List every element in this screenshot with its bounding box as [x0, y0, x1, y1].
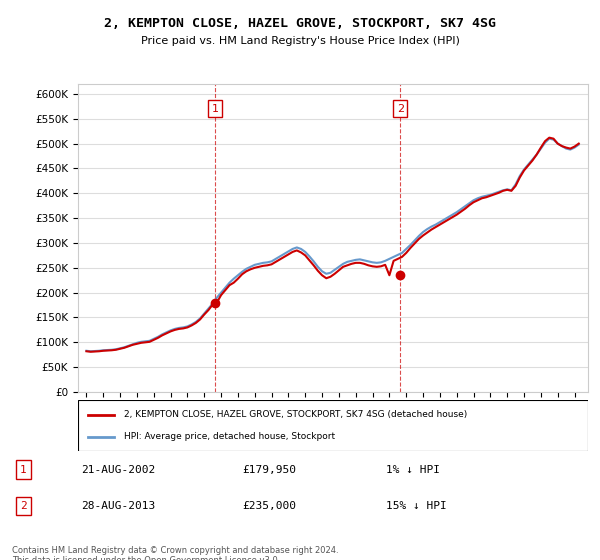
Text: £235,000: £235,000 [242, 501, 296, 511]
Text: Contains HM Land Registry data © Crown copyright and database right 2024.
This d: Contains HM Land Registry data © Crown c… [12, 546, 338, 560]
Text: 2, KEMPTON CLOSE, HAZEL GROVE, STOCKPORT, SK7 4SG (detached house): 2, KEMPTON CLOSE, HAZEL GROVE, STOCKPORT… [124, 410, 467, 419]
Text: 1% ↓ HPI: 1% ↓ HPI [386, 465, 440, 475]
Text: HPI: Average price, detached house, Stockport: HPI: Average price, detached house, Stoc… [124, 432, 335, 441]
Text: £179,950: £179,950 [242, 465, 296, 475]
Text: 1: 1 [212, 104, 218, 114]
Text: 2: 2 [397, 104, 404, 114]
Text: 2, KEMPTON CLOSE, HAZEL GROVE, STOCKPORT, SK7 4SG: 2, KEMPTON CLOSE, HAZEL GROVE, STOCKPORT… [104, 17, 496, 30]
Text: 21-AUG-2002: 21-AUG-2002 [81, 465, 155, 475]
Text: 28-AUG-2013: 28-AUG-2013 [81, 501, 155, 511]
Text: 15% ↓ HPI: 15% ↓ HPI [386, 501, 447, 511]
Text: Price paid vs. HM Land Registry's House Price Index (HPI): Price paid vs. HM Land Registry's House … [140, 36, 460, 46]
Text: 1: 1 [20, 465, 27, 475]
Text: 2: 2 [20, 501, 27, 511]
FancyBboxPatch shape [78, 400, 588, 451]
